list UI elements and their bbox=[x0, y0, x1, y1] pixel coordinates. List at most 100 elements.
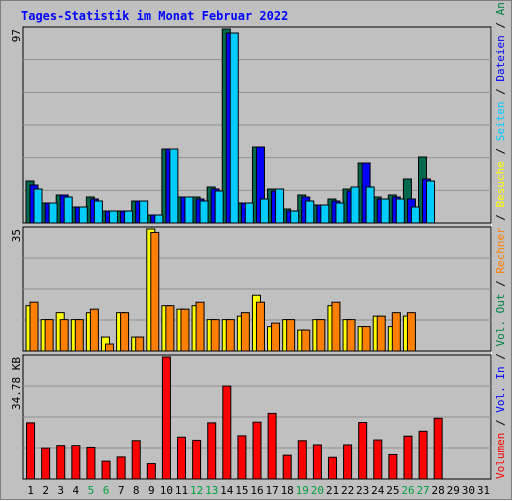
bar-rechner-day-5 bbox=[89, 308, 99, 352]
bar-seiten-day-3 bbox=[63, 196, 73, 224]
bar-volumen-day-27 bbox=[418, 430, 428, 480]
legend-separator: / bbox=[494, 214, 507, 227]
bar-seiten-day-6 bbox=[108, 210, 118, 224]
bar-seiten-day-9 bbox=[154, 214, 164, 224]
bar-rechner-day-12 bbox=[195, 301, 205, 352]
bar-rechner-day-24 bbox=[376, 315, 386, 352]
bar-seiten-day-10 bbox=[169, 148, 179, 224]
bar-volumen-day-19 bbox=[297, 440, 307, 480]
x-tick-label-day-30: 30 bbox=[462, 484, 475, 497]
x-tick-label-day-10: 10 bbox=[160, 484, 173, 497]
bar-volumen-day-4 bbox=[71, 445, 81, 480]
bar-rechner-day-26 bbox=[406, 312, 416, 352]
bar-volumen-day-13 bbox=[207, 422, 217, 480]
legend-separator: / bbox=[494, 280, 507, 293]
bar-seiten-day-12 bbox=[199, 200, 209, 224]
x-tick-label-day-1: 1 bbox=[27, 484, 34, 497]
bar-volumen-day-28 bbox=[433, 417, 443, 480]
legend-separator: / bbox=[494, 22, 507, 35]
bar-volumen-day-23 bbox=[358, 422, 368, 480]
bar-volumen-day-12 bbox=[192, 439, 202, 480]
bar-volumen-day-9 bbox=[146, 463, 156, 480]
x-tick-label-day-7: 7 bbox=[118, 484, 125, 497]
bar-rechner-day-18 bbox=[286, 319, 296, 352]
bar-rechner-day-23 bbox=[361, 326, 371, 352]
bar-rechner-day-19 bbox=[301, 329, 311, 352]
bar-seiten-day-4 bbox=[78, 206, 88, 224]
x-tick-label-day-27: 27 bbox=[416, 484, 429, 497]
bar-volumen-day-16 bbox=[252, 421, 262, 480]
legend-separator: / bbox=[494, 419, 507, 432]
panel-bottom-ymax-label: 34.78 KB bbox=[10, 357, 23, 410]
legend-entry: Dateien bbox=[494, 35, 507, 88]
bar-rechner-day-8 bbox=[135, 336, 145, 352]
bar-seiten-day-16 bbox=[259, 198, 269, 224]
bar-volumen-day-2 bbox=[41, 447, 51, 480]
x-tick-label-day-21: 21 bbox=[326, 484, 339, 497]
legend-entry: Vol. Out bbox=[494, 294, 507, 354]
bar-volumen-day-21 bbox=[327, 456, 337, 480]
bar-seiten-day-8 bbox=[139, 200, 149, 224]
bar-rechner-day-15 bbox=[240, 312, 250, 352]
x-tick-label-day-18: 18 bbox=[281, 484, 294, 497]
x-tick-label-day-8: 8 bbox=[133, 484, 140, 497]
bar-volumen-day-14 bbox=[222, 385, 232, 480]
x-tick-label-day-31: 31 bbox=[477, 484, 490, 497]
x-tick-label-day-22: 22 bbox=[341, 484, 354, 497]
bar-volumen-day-7 bbox=[116, 456, 126, 480]
x-tick-label-day-23: 23 bbox=[356, 484, 369, 497]
bar-volumen-day-26 bbox=[403, 435, 413, 480]
bar-seiten-day-5 bbox=[93, 200, 103, 224]
x-tick-label-day-11: 11 bbox=[175, 484, 188, 497]
bar-volumen-day-8 bbox=[131, 440, 141, 480]
bar-volumen-day-6 bbox=[101, 460, 111, 480]
x-tick-label-day-4: 4 bbox=[73, 484, 80, 497]
bar-rechner-day-16 bbox=[255, 301, 265, 352]
bar-seiten-day-17 bbox=[275, 188, 285, 224]
bar-rechner-day-7 bbox=[120, 312, 130, 352]
bar-seiten-day-21 bbox=[335, 202, 345, 224]
x-tick-label-day-9: 9 bbox=[148, 484, 155, 497]
x-tick-label-day-6: 6 bbox=[103, 484, 110, 497]
bar-rechner-day-9 bbox=[150, 231, 160, 352]
bar-rechner-day-1 bbox=[29, 301, 39, 352]
x-tick-label-day-2: 2 bbox=[42, 484, 49, 497]
bar-volumen-day-3 bbox=[56, 445, 66, 480]
panel-top-ymax-label: 97 bbox=[10, 29, 23, 42]
bar-seiten-day-20 bbox=[320, 204, 330, 224]
x-tick-label-day-14: 14 bbox=[220, 484, 234, 497]
x-tick-label-day-5: 5 bbox=[88, 484, 95, 497]
x-tick-label-day-20: 20 bbox=[311, 484, 324, 497]
bar-rechner-day-6 bbox=[104, 343, 114, 352]
bar-seiten-day-23 bbox=[365, 186, 375, 224]
x-tick-label-day-13: 13 bbox=[205, 484, 218, 497]
x-tick-label-day-25: 25 bbox=[386, 484, 399, 497]
bar-seiten-day-13 bbox=[214, 190, 224, 224]
bar-seiten-day-19 bbox=[305, 200, 315, 224]
bar-seiten-day-1 bbox=[33, 188, 43, 224]
bar-rechner-day-13 bbox=[210, 319, 220, 352]
bar-rechner-day-2 bbox=[44, 319, 54, 352]
bar-volumen-day-15 bbox=[237, 435, 247, 480]
x-tick-label-day-24: 24 bbox=[371, 484, 385, 497]
bar-seiten-day-22 bbox=[350, 186, 360, 224]
legend-separator: / bbox=[494, 353, 507, 366]
bar-rechner-day-22 bbox=[346, 319, 356, 352]
bar-seiten-day-2 bbox=[48, 202, 58, 224]
legend: Volumen / Vol. In / Vol. Out / Rechner /… bbox=[494, 1, 507, 479]
bar-rechner-day-25 bbox=[391, 312, 401, 352]
bar-seiten-day-11 bbox=[184, 196, 194, 224]
bar-rechner-day-4 bbox=[74, 319, 84, 352]
x-tick-label-day-15: 15 bbox=[235, 484, 248, 497]
bar-seiten-day-7 bbox=[124, 210, 134, 224]
bar-volumen-day-25 bbox=[388, 453, 398, 480]
bar-rechner-day-17 bbox=[271, 322, 281, 352]
x-tick-label-day-28: 28 bbox=[432, 484, 445, 497]
panel-middle-ymax-label: 35 bbox=[10, 229, 23, 242]
x-tick-label-day-19: 19 bbox=[296, 484, 309, 497]
x-tick-label-day-29: 29 bbox=[447, 484, 460, 497]
bar-seiten-day-25 bbox=[395, 198, 405, 224]
legend-entry: Vol. In bbox=[494, 366, 507, 419]
